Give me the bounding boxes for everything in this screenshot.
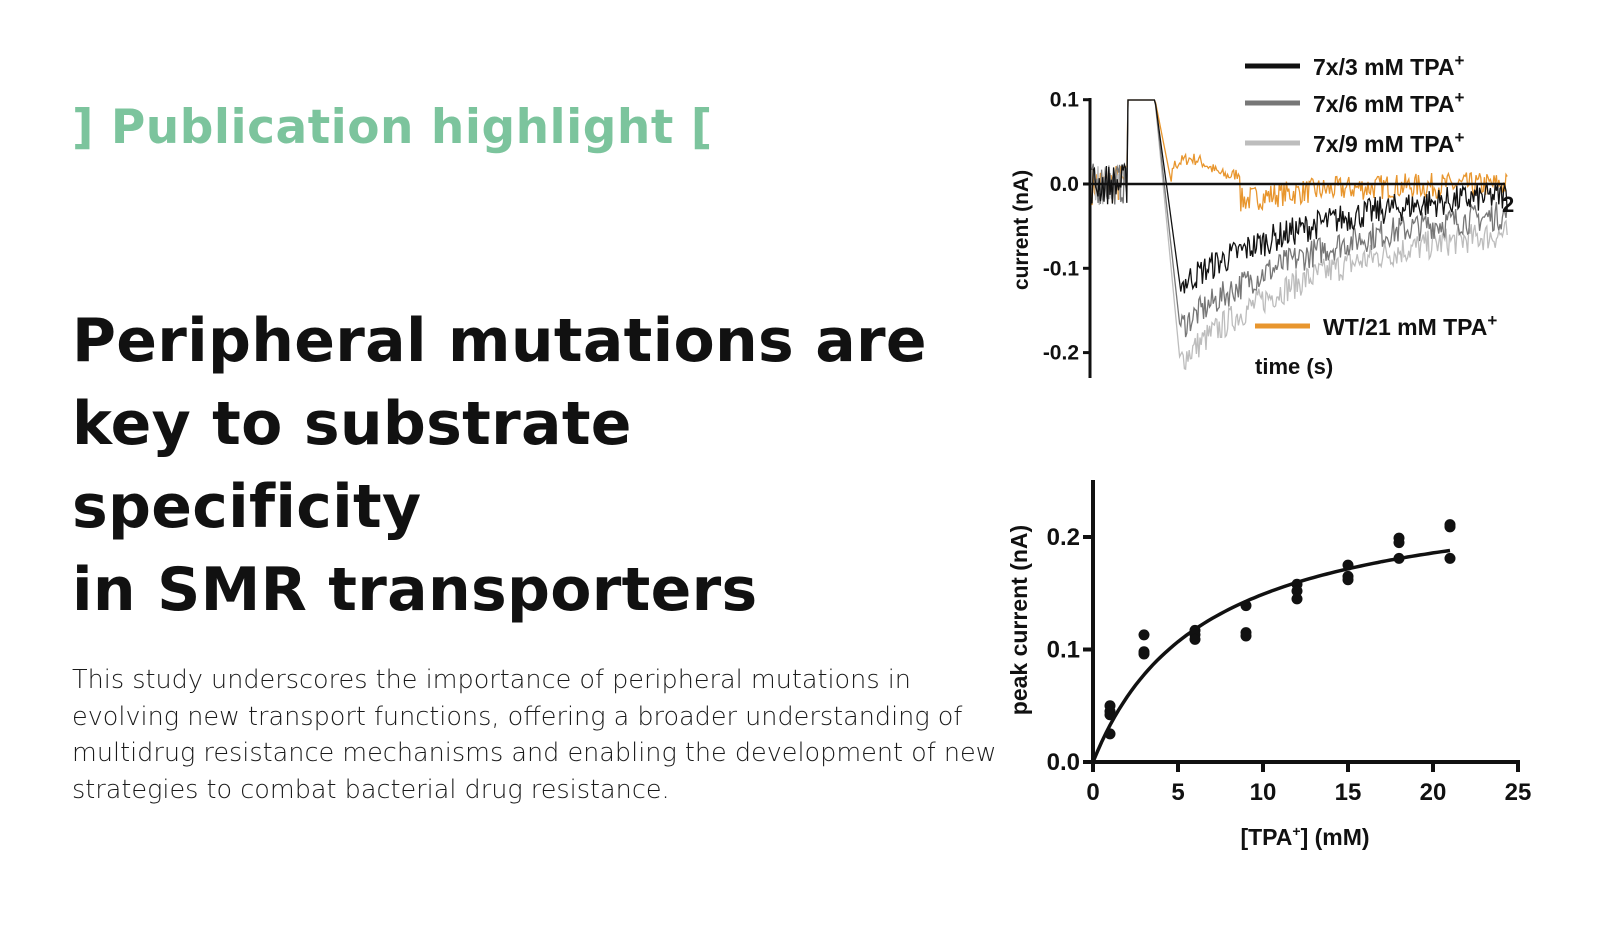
y-tick-label: 0.1 [1050,89,1080,112]
data-point [1291,593,1303,605]
traces [1091,99,1508,371]
data-point [1240,600,1252,612]
y-axis-label: current (nA) [1010,170,1033,290]
data-point [1444,552,1456,564]
x-tick-label: 25 [1505,779,1532,806]
x-tick-label: 0 [1086,779,1099,806]
y-tick-label: 0.0 [1047,749,1080,776]
y-tick-label: 0.2 [1047,524,1080,551]
data-point [1393,552,1405,564]
headline-line: Peripheral mutations are [72,306,927,376]
data-point [1138,648,1150,660]
data-point [1138,629,1150,641]
y-axis-label: peak current (nA) [1006,525,1032,715]
legend-label: WT/21 mM TPA+ [1323,311,1497,340]
x-tick-label: 20 [1420,779,1447,806]
x-axis-label: [TPA+] (mM) [1240,823,1369,850]
data-point [1342,574,1354,586]
headline-line: key to substrate specificity [72,389,632,542]
data-point [1291,585,1303,597]
section-kicker: ] Publication highlight [ [72,100,713,155]
legend-label: 7x/9 mM TPA+ [1313,128,1464,157]
peak-current-chart: 0 5 10 15 20 25 0.0 0.1 0.2 peak current (nA) [T… [1006,480,1531,850]
headline-line: in SMR transporters [72,555,758,625]
y-tick-label: -0.2 [1043,342,1079,365]
x-tick-label: 2 [1502,192,1514,217]
trace-0 [1091,99,1508,294]
x-tick-label: 15 [1335,779,1362,806]
x-tick-label: 5 [1171,779,1184,806]
data-point [1342,559,1354,571]
current-trace-chart: 0.1 0.0 -0.1 -0.2 current (nA) time (s) 2 7… [1010,51,1514,379]
fit-curve [1091,548,1451,763]
data-point [1189,633,1201,645]
trace-1 [1091,99,1508,338]
x-axis-label: time (s) [1255,354,1333,379]
x-tick-label: 10 [1250,779,1277,806]
headline: Peripheral mutations are key to substrat… [72,300,972,632]
data-point [1104,709,1116,721]
legend-label: 7x/3 mM TPA+ [1313,51,1464,80]
legend-label: 7x/6 mM TPA+ [1313,88,1464,117]
y-tick-label: 0.0 [1050,173,1079,196]
data-point [1104,728,1116,740]
data-point [1240,630,1252,642]
data-point [1393,537,1405,549]
y-tick-label: 0.1 [1047,637,1080,664]
data-point [1444,521,1456,533]
trace-2 [1091,99,1508,371]
y-tick-label: -0.1 [1043,257,1080,280]
body-paragraph: This study underscores the importance of… [72,665,997,806]
